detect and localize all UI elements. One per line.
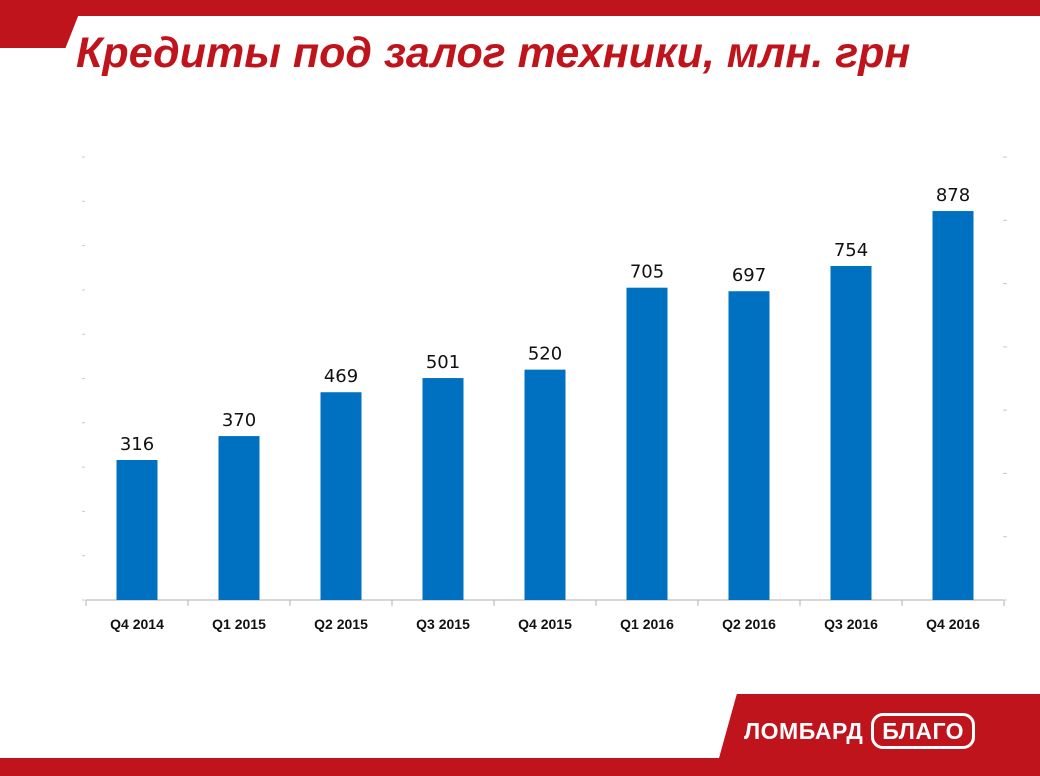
- x-tick-label: Q3 2016: [824, 616, 878, 632]
- bar-q2-2016: [728, 291, 770, 600]
- bar-q2-2015: [320, 392, 362, 600]
- data-label: 316: [120, 434, 154, 455]
- footer-accent-bar: [0, 758, 1040, 776]
- bar-q4-2014: [116, 460, 158, 600]
- logo-word-blago: БЛАГО: [871, 713, 976, 749]
- bar-q1-2016: [626, 287, 668, 600]
- page-title: Кредиты под залог техники, млн. грн: [76, 29, 911, 77]
- data-label: 697: [732, 265, 766, 286]
- x-tick-label: Q4 2015: [518, 616, 572, 632]
- bar-q1-2015: [218, 436, 260, 600]
- brand-logo: ЛОМБАРД БЛАГО: [744, 713, 976, 749]
- x-tick-label: Q2 2016: [722, 616, 776, 632]
- data-label: 878: [936, 185, 970, 206]
- x-tick-label: Q4 2014: [110, 616, 164, 632]
- x-tick-label: Q2 2015: [314, 616, 368, 632]
- x-tick-label: Q3 2015: [416, 616, 470, 632]
- data-label: 501: [426, 352, 460, 373]
- x-tick-label: Q1 2016: [620, 616, 674, 632]
- data-label: 754: [834, 240, 868, 261]
- data-label: 370: [222, 410, 256, 431]
- top-accent-bar: [0, 0, 1040, 16]
- bar-q4-2015: [524, 369, 566, 600]
- data-label: 705: [630, 262, 664, 283]
- x-tick-label: Q4 2016: [926, 616, 980, 632]
- x-tick-label: Q1 2015: [212, 616, 266, 632]
- data-label: 469: [324, 366, 358, 387]
- logo-word-lombard: ЛОМБАРД: [744, 717, 864, 744]
- bar-q3-2016: [830, 265, 872, 600]
- data-label: 520: [528, 344, 562, 365]
- bar-q3-2015: [422, 378, 464, 600]
- top-accent-tab: [0, 0, 78, 48]
- bar-q4-2016: [932, 211, 974, 600]
